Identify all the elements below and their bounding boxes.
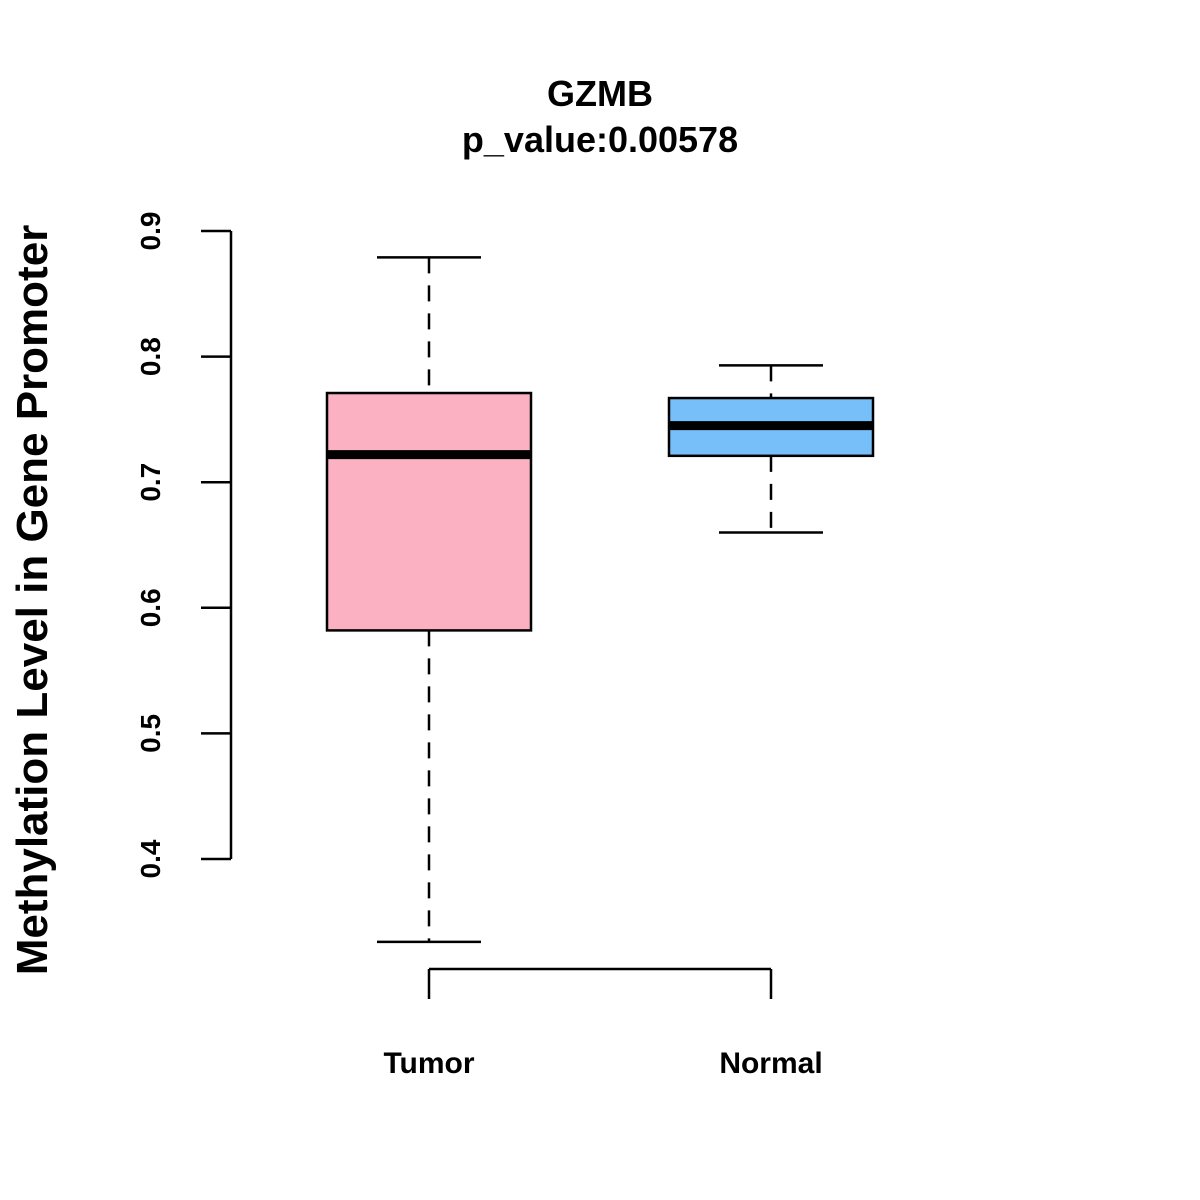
y-tick-label: 0.5 — [135, 714, 166, 753]
chart-title: GZMB — [547, 73, 653, 114]
y-axis-label: Methylation Level in Gene Promoter — [8, 225, 57, 976]
y-tick-label: 0.9 — [135, 212, 166, 251]
x-tick-label-normal: Normal — [719, 1047, 822, 1080]
boxes-group — [325, 256, 875, 944]
box-tumor — [325, 391, 533, 632]
y-tick-label: 0.8 — [135, 337, 166, 376]
y-tick-label: 0.6 — [135, 588, 166, 627]
y-tick-label: 0.7 — [135, 463, 166, 502]
y-axis: 0.4 0.5 0.6 0.7 0.8 0.9 — [135, 212, 233, 878]
chart-subtitle: p_value:0.00578 — [462, 119, 738, 160]
y-tick-label: 0.4 — [135, 839, 166, 878]
x-tick-label-tumor: Tumor — [383, 1047, 474, 1080]
x-axis: Tumor Normal — [383, 967, 823, 1080]
